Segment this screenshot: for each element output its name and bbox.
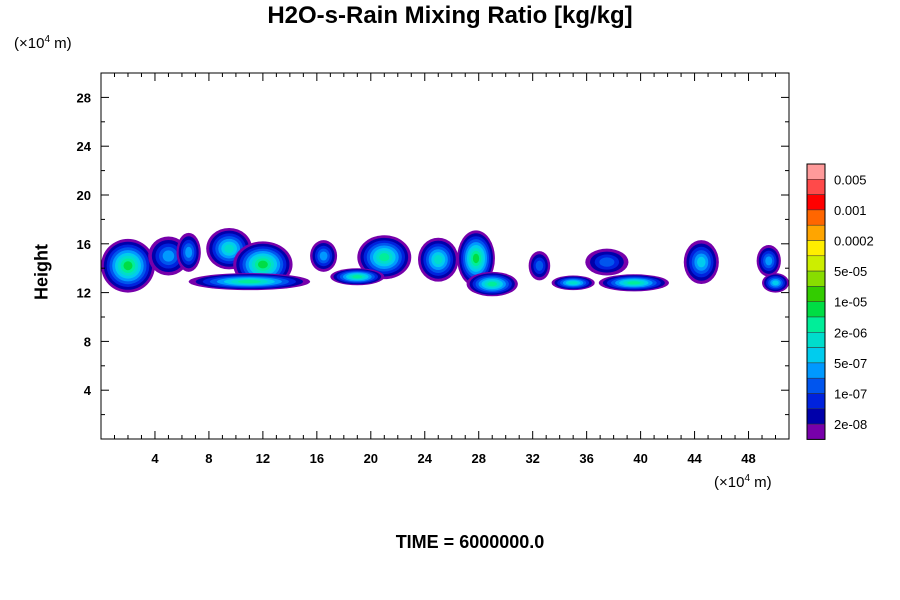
legend-label: 0.0002 <box>834 234 874 249</box>
rain-contour <box>472 253 480 264</box>
rain-contour <box>352 275 363 279</box>
rain-contour <box>123 261 133 271</box>
y-tick-label: 28 <box>77 90 91 105</box>
rain-cell <box>310 240 338 272</box>
x-tick-label: 48 <box>741 451 755 466</box>
legend-swatch <box>806 301 826 318</box>
rain-cell <box>756 245 781 277</box>
rain-cell <box>101 238 155 293</box>
legend-swatch <box>806 209 826 226</box>
x-tick-label: 20 <box>364 451 378 466</box>
plot-area <box>101 227 789 297</box>
rain-contour <box>627 281 641 285</box>
legend-swatch <box>806 332 826 348</box>
x-tick-label: 28 <box>471 451 485 466</box>
legend-label: 5e-05 <box>834 264 867 279</box>
rain-cell <box>762 273 789 293</box>
x-tick-label: 4 <box>151 451 159 466</box>
x-tick-label: 32 <box>525 451 539 466</box>
x-tick-label: 16 <box>310 451 324 466</box>
x-tick-label: 8 <box>205 451 212 466</box>
legend-swatch <box>806 270 826 287</box>
y-tick-label: 8 <box>84 334 91 349</box>
legend-label: 1e-05 <box>834 295 867 310</box>
rain-cell <box>418 237 459 282</box>
legend-swatch <box>806 255 826 272</box>
legend-label: 0.005 <box>834 172 867 187</box>
rain-contour <box>319 251 328 261</box>
rain-contour <box>238 280 261 284</box>
rain-cell <box>330 268 385 286</box>
rain-contour <box>599 257 615 267</box>
legend-swatch <box>806 362 826 379</box>
rain-contour <box>433 255 443 265</box>
rain-cell <box>598 274 669 292</box>
rain-contour <box>697 256 706 268</box>
x-tick-label: 12 <box>256 451 270 466</box>
legend-swatch <box>806 179 826 195</box>
legend-label: 1e-07 <box>834 387 867 402</box>
plot-frame <box>100 72 790 440</box>
rain-cell <box>357 235 412 280</box>
rain-contour <box>568 281 578 285</box>
rain-cell <box>683 240 719 285</box>
legend-swatch <box>806 224 826 241</box>
y-tick-label: 20 <box>77 188 91 203</box>
time-label: TIME = 6000000.0 <box>395 532 545 552</box>
legend-swatch <box>806 286 826 302</box>
x-tick-label: 36 <box>579 451 593 466</box>
legend-label: 2e-06 <box>834 325 867 340</box>
x-tick-label: 40 <box>633 451 647 466</box>
legend-swatch <box>806 377 826 394</box>
legend-swatch <box>806 194 826 211</box>
x-axis-unit: (×104 m) <box>714 473 772 491</box>
y-tick-label: 24 <box>77 139 92 154</box>
x-tick-label: 44 <box>687 451 702 466</box>
color-legend: 0.005 0.001 0.0002 5e-05 1e-05 2e-06 5e-07 1e-0… <box>806 163 874 440</box>
legend-swatch <box>806 423 826 440</box>
legend-swatch <box>806 408 826 425</box>
rain-cell <box>528 251 551 281</box>
legend-label: 0.001 <box>834 203 867 218</box>
y-tick-label: 16 <box>77 237 91 252</box>
legend-swatch <box>806 316 826 333</box>
rain-contour <box>162 250 175 262</box>
rain-cell <box>551 275 595 291</box>
rain-cell <box>457 230 495 287</box>
legend-swatch <box>806 240 826 257</box>
rain-contour <box>487 281 497 287</box>
rain-contour <box>765 256 773 266</box>
chart-title: H2O-s-Rain Mixing Ratio [kg/kg] <box>267 2 633 29</box>
rain-cell <box>466 271 518 297</box>
rain-contour <box>772 280 779 286</box>
legend-frame <box>806 163 826 440</box>
rain-contour <box>224 244 234 254</box>
legend-swatch <box>806 163 826 180</box>
legend-label: 2e-08 <box>834 417 867 432</box>
rain-cell <box>188 273 311 291</box>
rain-cell <box>585 248 629 276</box>
y-tick-label: 12 <box>77 286 91 301</box>
rain-cell <box>176 232 201 272</box>
rain-contour <box>535 260 544 271</box>
rain-contour <box>379 253 390 262</box>
rain-contour <box>185 246 193 258</box>
rain-contour <box>257 260 268 269</box>
legend-label: 5e-07 <box>834 356 867 371</box>
legend-swatch <box>806 393 826 410</box>
y-tick-label: 4 <box>84 383 92 398</box>
y-axis-unit: (×104 m) <box>14 34 72 52</box>
x-tick-label: 24 <box>418 451 433 466</box>
legend-swatch <box>806 347 826 364</box>
